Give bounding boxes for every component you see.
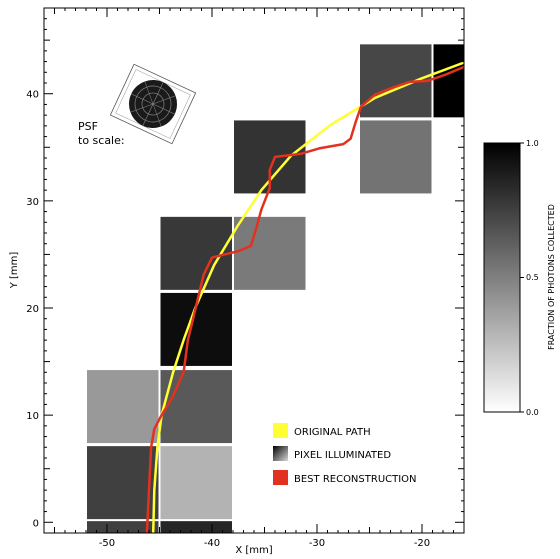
y-tick-label: 10 xyxy=(26,411,39,422)
colorbar-title: FRACTION OF PHOTONS COLLECTED xyxy=(547,204,556,350)
colorbar-gradient xyxy=(483,142,521,413)
legend-swatch-best-reconstruction xyxy=(273,470,288,485)
y-tick-label: 40 xyxy=(26,90,39,101)
colorbar-tick-2: 1.0 xyxy=(526,139,539,148)
legend-label-original-path: ORIGINAL PATH xyxy=(294,427,371,438)
legend-label-best-reconstruction: BEST RECONSTRUCTION xyxy=(294,474,417,485)
pixel-4 xyxy=(85,368,161,446)
colorbar: 0.0 0.5 1.0 FRACTION OF PHOTONS COLLECTE… xyxy=(483,139,556,417)
legend-swatch-pixel-illuminated xyxy=(273,446,288,461)
x-axis-title: X [mm] xyxy=(235,545,272,556)
axis-ticks: -50 -40 -30 -20 0 10 20 30 40 xyxy=(26,7,465,549)
colorbar-tick-0: 0.0 xyxy=(526,408,539,417)
x-tick-label: -20 xyxy=(414,538,430,549)
pixel-10 xyxy=(358,118,434,196)
legend-swatch-original-path xyxy=(273,423,288,438)
y-tick-label: 30 xyxy=(26,197,39,208)
legend-label-pixel-illuminated: PIXEL ILLUMINATED xyxy=(294,450,391,461)
psf-icon xyxy=(109,63,197,145)
y-axis-title: Y [mm] xyxy=(9,252,20,290)
x-tick-label: -50 xyxy=(99,538,115,549)
path-lines xyxy=(145,61,464,533)
colorbar-tick-1: 0.5 xyxy=(526,273,539,282)
series-line-best-reconstruction xyxy=(145,65,464,533)
psf-label-line2: to scale: xyxy=(78,134,125,147)
y-tick-label: 20 xyxy=(26,304,39,315)
x-tick-label: -30 xyxy=(309,538,325,549)
psf-label-line1: PSF xyxy=(78,120,98,133)
pixel-3 xyxy=(158,444,234,522)
pixel-8 xyxy=(232,214,308,292)
pixel-12 xyxy=(431,42,464,120)
y-tick-label: 0 xyxy=(33,518,39,529)
legend: ORIGINAL PATH PIXEL ILLUMINATED BEST REC… xyxy=(273,423,417,485)
x-tick-label: -40 xyxy=(204,538,220,549)
